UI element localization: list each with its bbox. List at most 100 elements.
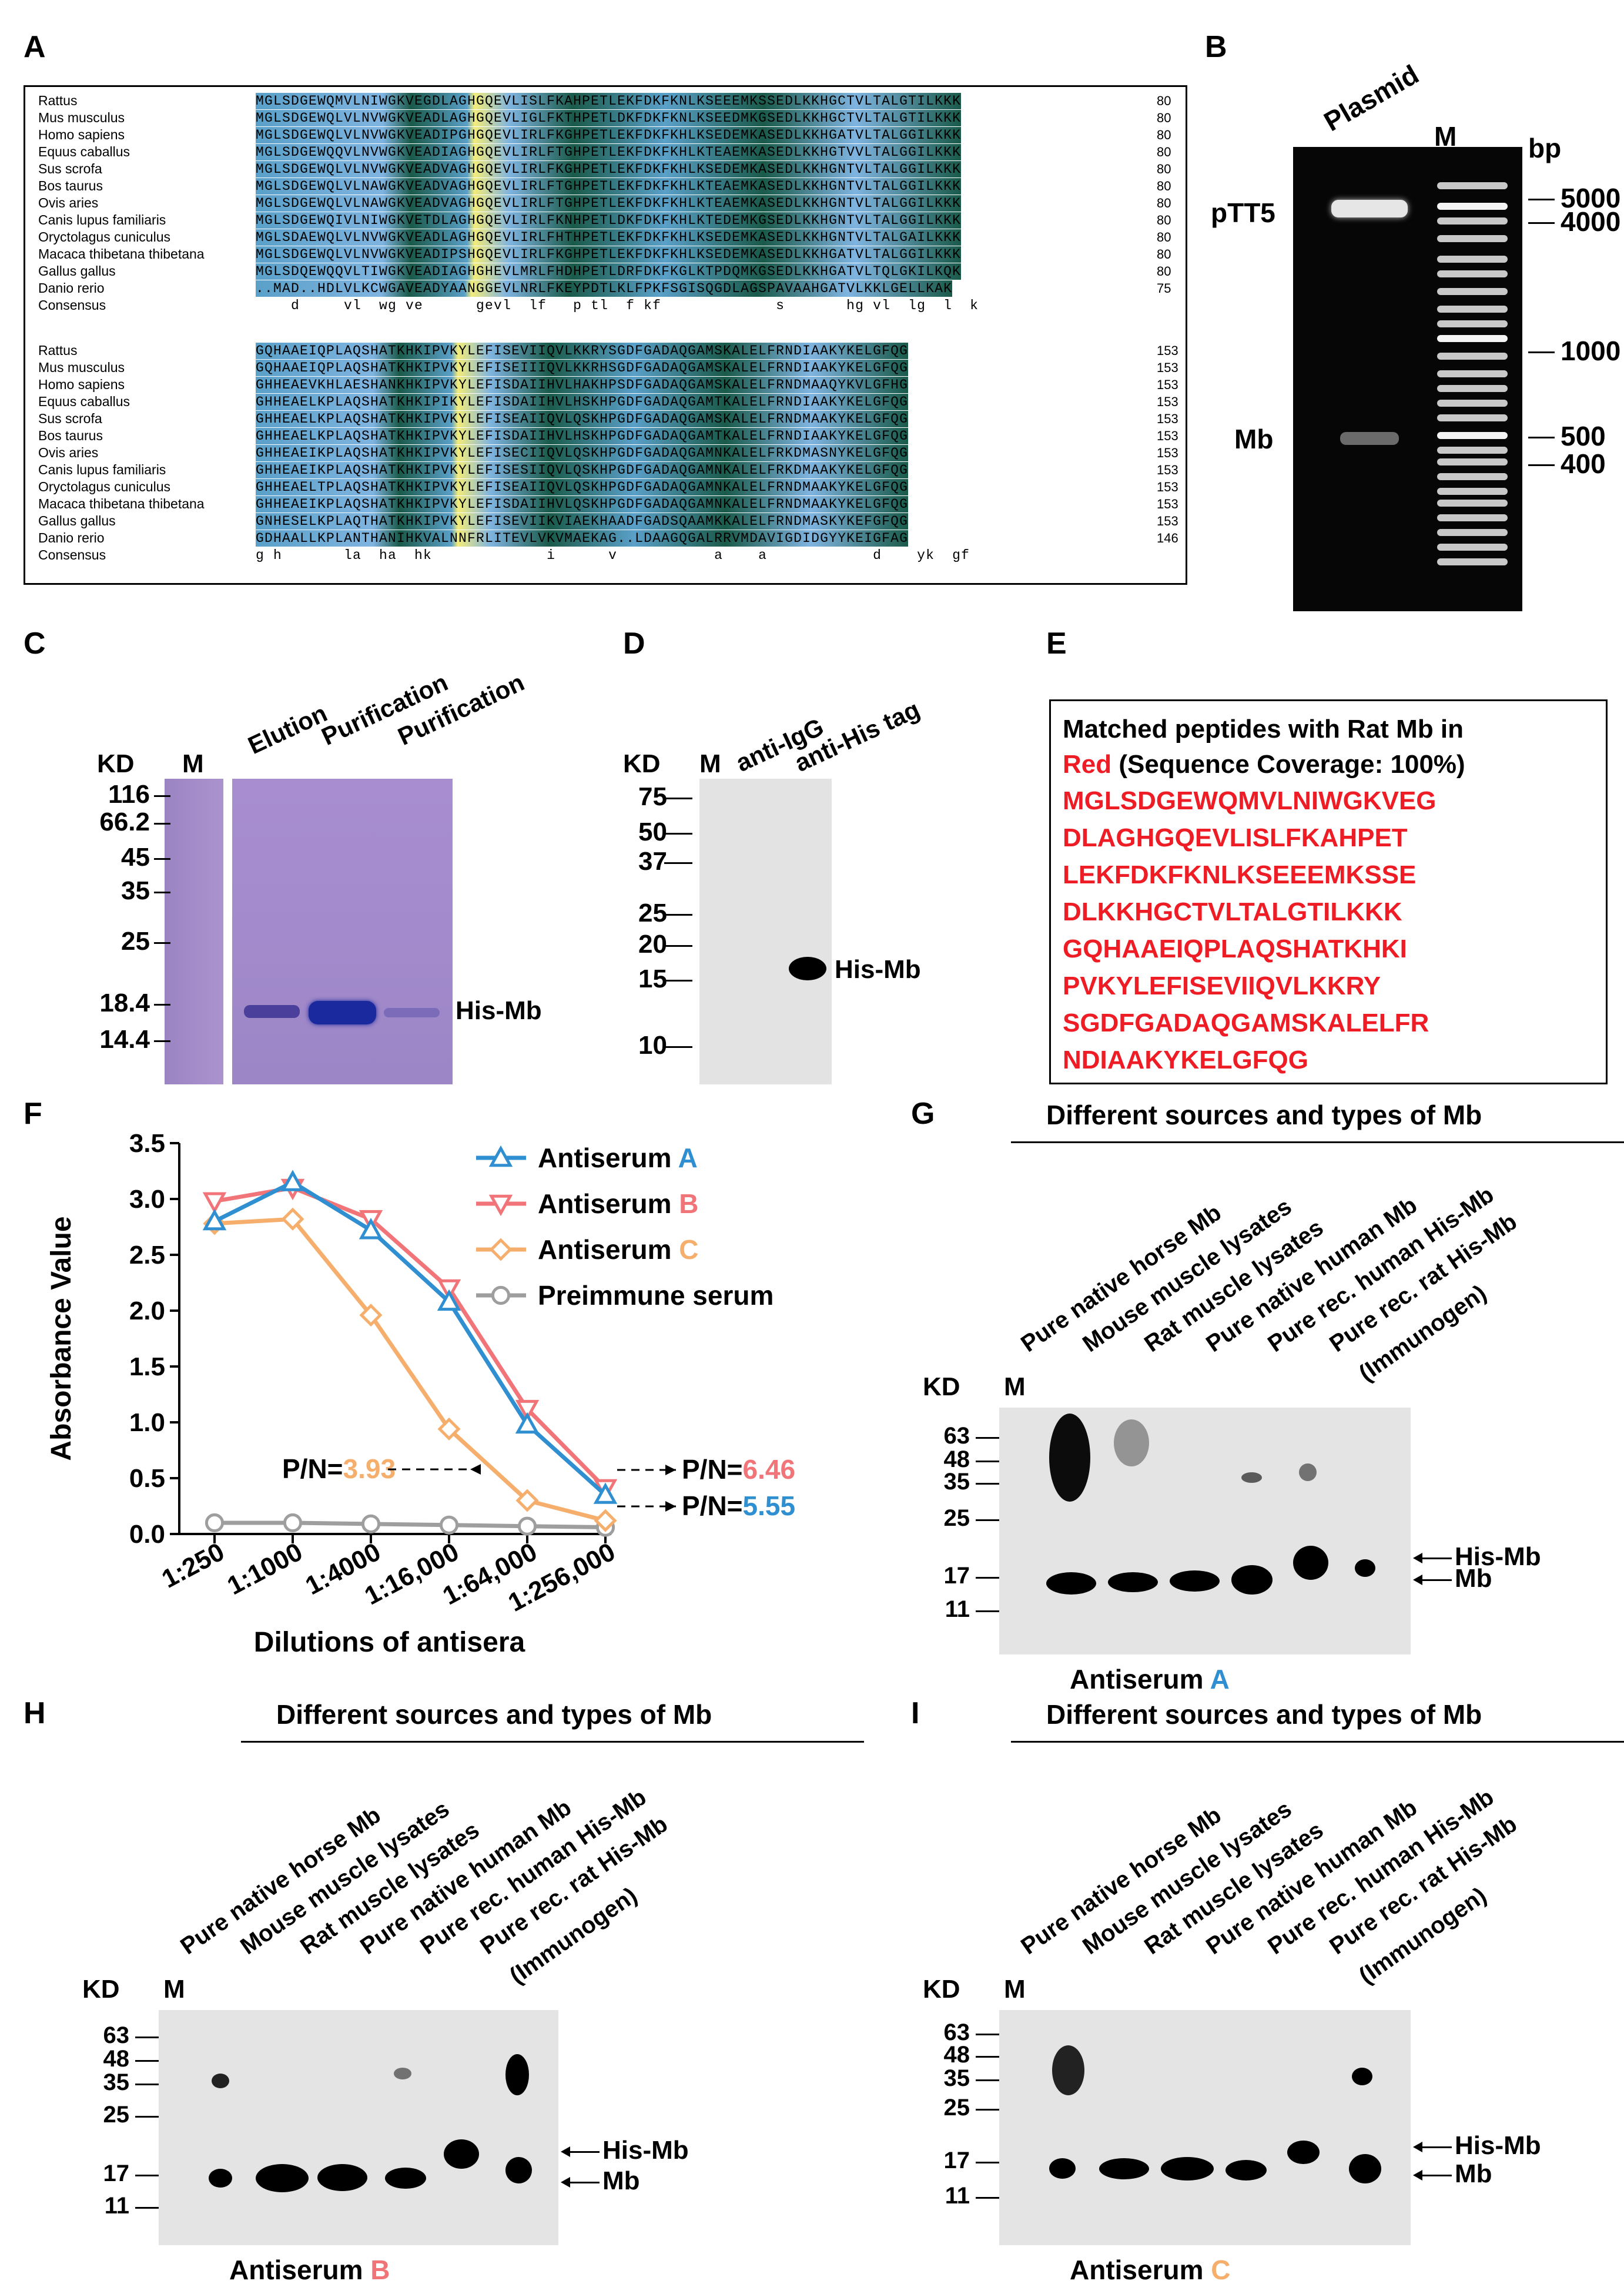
ladder-band (1437, 256, 1508, 263)
sequence-row: GHHEAEIKPLAQSHATKHKIPVKYLEFISESIIQVLQSKH… (256, 462, 909, 478)
dna-gel (1293, 147, 1522, 611)
blot-marker-label: M (163, 1975, 185, 2004)
y-axis-title: Absorbance Value (46, 1216, 77, 1461)
pn-value: 5.55 (743, 1491, 796, 1521)
band-rat-hismb (1349, 2154, 1381, 2183)
data-point (202, 1208, 227, 1231)
sequence-row: GHHEAEIKPLAQSHATKHKIPVKYLEFISECIIQVLQSKH… (256, 445, 909, 461)
his-mb-arrow (1417, 2146, 1452, 2148)
blot-mw-tick (976, 1577, 999, 1579)
y-tick-label: 2.5 (129, 1241, 165, 1270)
peptide-sequence: MGLSDGEWQMVLNIWGKVEG (1063, 786, 1437, 815)
species-name: Sus scrofa (38, 161, 102, 176)
panel-label-e: E (1046, 627, 1067, 661)
band-human-mb (385, 2168, 426, 2189)
sequence-row: MGLSDGEWQQVLNVWGKVEADIAGHGQEVLIRLFTGHPET… (256, 144, 962, 160)
his-mb-arrow (1417, 1558, 1452, 1559)
blot-mw-label: 63 (943, 1423, 970, 1449)
pn-arrow-head (665, 1465, 676, 1475)
panel-label-a: A (24, 30, 46, 64)
sequence-length: 80 (1157, 110, 1171, 125)
mw-label: 116 (108, 780, 150, 809)
lane-label-marker: M (1434, 121, 1457, 152)
blot-mw-tick (976, 1483, 999, 1485)
species-name: Homo sapiens (38, 127, 125, 142)
band-label-his-mb-c: His-Mb (456, 996, 542, 1025)
unit-kd: KD (97, 749, 135, 778)
pn-prefix: P/N= (682, 1491, 743, 1521)
mw-tick (664, 914, 692, 916)
ladder-band (1437, 432, 1508, 439)
blot-mw-label: 11 (104, 2193, 129, 2219)
panel-label-f: F (24, 1097, 42, 1131)
sequence-length: 153 (1157, 343, 1178, 358)
species-name: Equus caballus (38, 144, 130, 159)
lane-label-plasmid: Plasmid (1318, 58, 1424, 138)
ladder-label: 500 (1561, 421, 1606, 451)
ladder-tick (1528, 464, 1555, 466)
sequence-row: ..MAD..HDLVLKCWGAVEADYAANGGEVLNRLFKEYPDT… (256, 280, 953, 297)
data-point (437, 1289, 461, 1311)
blot-mw-tick (976, 2197, 999, 2199)
blot-mw-tick (135, 2175, 159, 2176)
mw-tick (664, 833, 692, 835)
band-horse-mb (1049, 2158, 1076, 2179)
western-blot-d (699, 779, 832, 1084)
ladder-band (1437, 320, 1508, 327)
his-mb-band-d (789, 957, 826, 980)
legend-label-prefix: Antiserum (538, 1188, 679, 1219)
data-point (437, 1279, 461, 1301)
ladder-band (1437, 414, 1508, 421)
blot-mw-label: 25 (103, 2102, 130, 2128)
data-point (281, 1207, 304, 1231)
y-tick-label: 3.0 (129, 1185, 165, 1214)
ladder-tick (1528, 199, 1555, 200)
legend-label-prefix: Preimmune serum (538, 1280, 774, 1311)
blot-mw-tick (135, 2084, 159, 2085)
sequence-length: 153 (1157, 377, 1178, 392)
band-rat-mb (317, 2164, 367, 2191)
ladder-band (1437, 385, 1508, 392)
band-human-mb (1231, 1565, 1273, 1595)
purification-band-1 (309, 1001, 376, 1024)
blot-mw-label: 35 (943, 1469, 970, 1495)
blot-mw-tick (135, 2060, 159, 2062)
data-point (359, 1304, 383, 1327)
blot-mw-label: 35 (943, 2065, 970, 2091)
his-mb-arrow (564, 2151, 600, 2153)
data-point (515, 1399, 540, 1422)
panel-label-h: H (24, 1696, 46, 1730)
band-human-mb (1225, 2160, 1267, 2181)
species-name: Consensus (38, 547, 106, 562)
mw-label: 50 (638, 818, 667, 846)
blot-mw-label: 11 (945, 2183, 970, 2209)
ladder-band (1437, 514, 1508, 521)
sequence-length: 80 (1157, 213, 1171, 227)
sequence-length: 80 (1157, 162, 1171, 176)
sequence-length: 75 (1157, 281, 1171, 296)
band-horse-high (212, 2074, 229, 2088)
sequence-row: GQHAAEIQPLAQSHATKHKIPVKYLEFISEVIIQVLKKRY… (256, 343, 909, 359)
peptide-title-red: Red (1063, 750, 1112, 779)
species-name: Ovis aries (38, 195, 99, 210)
blot-mw-tick (976, 1461, 999, 1462)
y-tick-label: 0.0 (129, 1520, 165, 1549)
band-horse-mb (1046, 1572, 1096, 1595)
sequence-length: 80 (1157, 247, 1171, 262)
species-name: Equus caballus (38, 394, 130, 409)
blot-mw-tick (135, 2207, 159, 2209)
mw-tick (664, 980, 692, 982)
his-mb-arrowhead (1413, 1553, 1422, 1563)
sequence-length: 153 (1157, 463, 1178, 477)
species-name: Gallus gallus (38, 513, 116, 528)
sequence-length: 153 (1157, 394, 1178, 409)
band-rat-hismb (1355, 1559, 1375, 1577)
mw-label: 75 (638, 782, 667, 811)
ladder-band (1437, 353, 1508, 360)
ladder-band (1437, 203, 1508, 210)
coomassie-gel (232, 779, 453, 1084)
blot-mw-tick (976, 1519, 999, 1521)
mw-label: 18.4 (99, 989, 150, 1017)
sequence-row: MGLSDGEWQLVLNVWGKVEADIPSHGQEVLIRLFKGHPET… (256, 246, 962, 263)
ladder-band (1437, 558, 1508, 565)
